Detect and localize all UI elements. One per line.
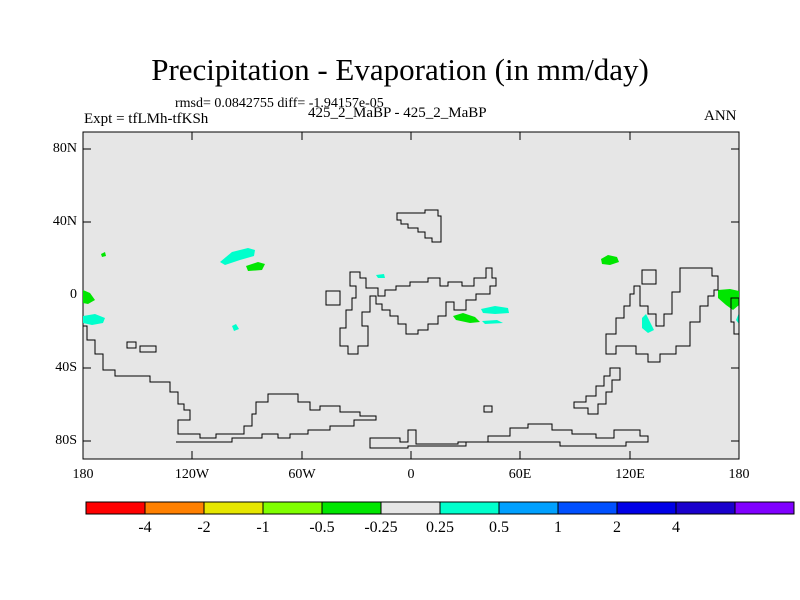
lon-label-180e: 180 (728, 467, 750, 482)
colorbar-swatch-12 (734, 501, 795, 515)
stats-text: rmsd= 0.0842755 diff= -1.94157e-05 (175, 96, 384, 111)
lat-label-80n: 80N (52, 141, 77, 156)
colorbar-swatch-10 (616, 501, 677, 515)
patch-green-dot (101, 252, 106, 257)
patch-green-pacific-east (718, 289, 739, 310)
coast-east-edge (730, 297, 740, 335)
coast-island-small-1 (126, 341, 137, 349)
lat-label-80s: 80S (55, 433, 77, 448)
lon-label-60w: 60W (288, 467, 316, 482)
case-label: 425_2_MaBP - 425_2_MaBP (308, 105, 487, 121)
lon-label-60e: 60E (508, 467, 532, 482)
colorbar-swatch-4 (262, 501, 323, 515)
colorbar-label-1: -4 (138, 519, 152, 536)
patch-green-asia (601, 255, 619, 265)
lon-label-120w: 120W (174, 467, 210, 482)
colorbar-label-3: -1 (256, 519, 270, 536)
colorbar-swatch-9 (557, 501, 618, 515)
colorbar-swatch-3 (203, 501, 264, 515)
colorbar-label-5: -0.25 (364, 519, 398, 536)
lat-label-40n: 40N (52, 214, 77, 229)
coast-south-shelf (369, 423, 649, 449)
lon-label-180w: 180 (72, 467, 94, 482)
colorbar-swatch-2 (144, 501, 205, 515)
patch-cyan-dot-1 (232, 324, 239, 331)
patch-cyan-indian (481, 306, 509, 314)
lat-label-eq: 0 (70, 287, 77, 302)
coast-island-south (483, 405, 493, 413)
colorbar-label-9: 2 (613, 519, 621, 536)
lon-label-120e: 120E (615, 467, 645, 482)
coast-island-asia (641, 269, 657, 285)
patch-green-dateline (83, 290, 95, 304)
colorbar-swatch-6 (380, 501, 441, 515)
coast-north-cap (396, 209, 442, 243)
colorbar (85, 501, 795, 515)
patch-cyan-indian-small (482, 320, 503, 324)
season-label: ANN (704, 108, 737, 124)
coast-island-small-2 (139, 345, 157, 353)
map-plot-area (82, 131, 740, 460)
lon-label-0: 0 (407, 467, 415, 482)
coast-shelf-east (573, 367, 621, 415)
colorbar-swatch-7 (439, 501, 500, 515)
colorbar-swatch-5 (321, 501, 382, 515)
lat-label-40s: 40S (55, 360, 77, 375)
colorbar-label-10: 4 (672, 519, 680, 536)
coastlines (83, 209, 740, 449)
coast-asia-east (605, 267, 719, 363)
coast-west-edge (83, 325, 377, 443)
colorbar-label-7: 0.5 (489, 519, 509, 536)
patch-cyan-dot-2 (376, 274, 385, 278)
colorbar-label-2: -2 (197, 519, 211, 536)
plot-title: Precipitation - Evaporation (in mm/day) (151, 52, 649, 87)
patch-green-indian (453, 313, 480, 323)
patch-green-pacific (246, 262, 265, 271)
anomaly-patches (83, 248, 739, 333)
patch-cyan-australia (642, 314, 654, 333)
colorbar-label-4: -0.5 (309, 519, 335, 536)
colorbar-swatch-11 (675, 501, 736, 515)
coast-africa-europe (339, 267, 497, 355)
colorbar-swatch-8 (498, 501, 559, 515)
colorbar-label-8: 1 (554, 519, 562, 536)
experiment-label: Expt = tfLMh-tfKSh (84, 111, 209, 127)
patch-cyan-pacific (220, 248, 255, 265)
patch-cyan-dateline (83, 314, 105, 325)
patch-cyan-pacific-east (736, 313, 739, 324)
coast-island-atlantic (325, 290, 341, 306)
colorbar-swatch-1 (85, 501, 146, 515)
colorbar-label-6: 0.25 (426, 519, 454, 536)
